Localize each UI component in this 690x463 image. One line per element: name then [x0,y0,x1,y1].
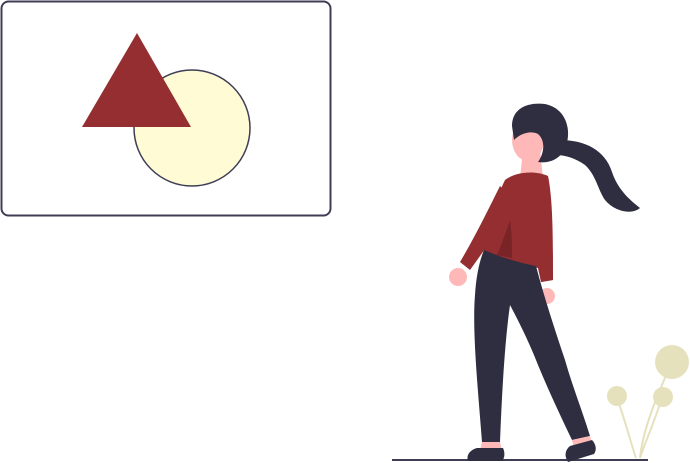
pants [474,250,590,442]
ponytail [556,140,640,212]
shapes-board [0,0,332,217]
hair [512,103,569,163]
right-shoe [565,440,596,462]
plant-icon [607,345,689,459]
triangle-icon [82,33,191,127]
left-shoe [467,448,505,461]
person-icon [449,103,640,462]
